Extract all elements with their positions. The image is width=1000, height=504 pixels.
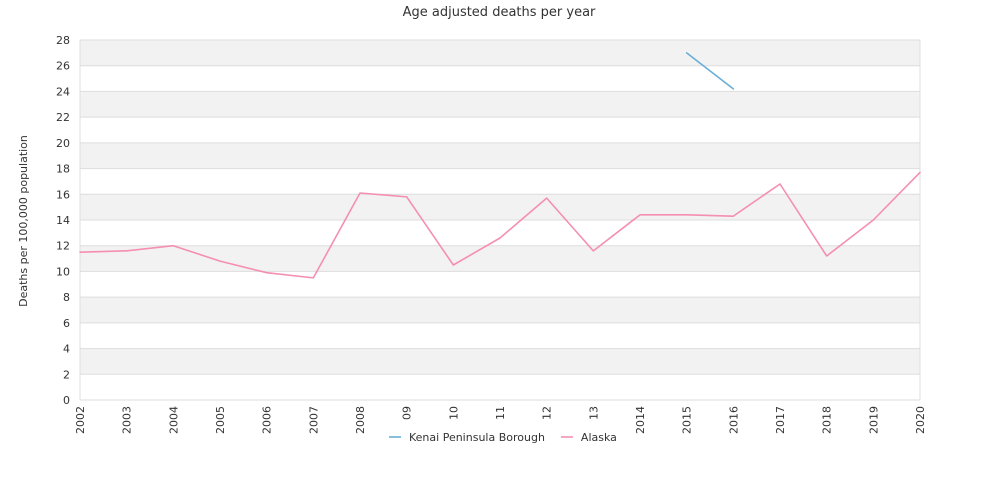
x-tick-label: 2007 xyxy=(307,406,320,434)
x-tick-label: 09 xyxy=(401,406,414,420)
y-tick-label: 14 xyxy=(56,214,70,227)
grid-band xyxy=(80,65,920,92)
y-tick-label: 22 xyxy=(56,111,70,124)
x-tick-label: 2008 xyxy=(354,406,367,434)
x-tick-label: 2016 xyxy=(727,406,740,434)
legend-label: Kenai Peninsula Borough xyxy=(409,431,545,444)
grid-band xyxy=(80,245,920,272)
x-tick-label: 2018 xyxy=(821,406,834,434)
series-line xyxy=(79,171,921,279)
x-tick-label: 2017 xyxy=(774,406,787,434)
chart-title: Age adjusted deaths per year xyxy=(403,5,596,20)
x-tick-label: 2019 xyxy=(867,406,880,434)
grid-band xyxy=(80,40,920,66)
grid-band xyxy=(80,168,920,195)
grid-band xyxy=(80,271,920,298)
series-line xyxy=(685,52,735,90)
grid-band xyxy=(80,220,920,246)
y-tick-label: 16 xyxy=(56,188,70,201)
y-tick-label: 28 xyxy=(56,34,70,47)
y-tick-label: 20 xyxy=(56,137,70,150)
x-tick-label: 2002 xyxy=(74,406,87,434)
x-tick-label: 13 xyxy=(587,406,600,420)
y-axis-title: Deaths per 100,000 population xyxy=(17,135,30,307)
y-tick-label: 10 xyxy=(56,265,70,278)
y-tick-label: 2 xyxy=(63,368,70,381)
y-tick-label: 8 xyxy=(63,291,70,304)
gridlines xyxy=(79,39,921,401)
grid-band xyxy=(80,322,920,349)
grid-band xyxy=(80,117,920,143)
grid-band xyxy=(80,374,920,400)
x-axis: 2002 2003 2004 2005 2006 2007 2008 09 10 11 12 13 20… xyxy=(74,406,927,434)
y-tick-label: 6 xyxy=(63,317,70,330)
legend-label: Alaska xyxy=(581,431,617,444)
y-tick-label: 12 xyxy=(56,240,70,253)
grid-bands xyxy=(80,40,920,400)
grid-band xyxy=(80,348,920,375)
x-tick-label: 11 xyxy=(494,406,507,420)
legend: Kenai Peninsula Borough Alaska xyxy=(389,431,617,444)
x-tick-label: 2003 xyxy=(121,406,134,434)
x-tick-label: 2005 xyxy=(214,406,227,434)
x-tick-label: 10 xyxy=(447,406,460,420)
x-tick-label: 2014 xyxy=(634,406,647,434)
y-tick-label: 26 xyxy=(56,60,70,73)
grid-band xyxy=(80,297,920,323)
grid-band xyxy=(80,91,920,118)
x-tick-label: 2004 xyxy=(167,406,180,434)
x-tick-label: 2006 xyxy=(261,406,274,434)
grid-band xyxy=(80,142,920,169)
series-layer xyxy=(79,52,921,279)
y-tick-label: 24 xyxy=(56,85,70,98)
x-tick-label: 12 xyxy=(541,406,554,420)
x-tick-label: 2015 xyxy=(681,406,694,434)
y-tick-label: 0 xyxy=(63,394,70,407)
grid-band xyxy=(80,194,920,220)
y-tick-label: 4 xyxy=(63,343,70,356)
y-tick-label: 18 xyxy=(56,163,70,176)
x-tick-label: 2020 xyxy=(914,406,927,434)
